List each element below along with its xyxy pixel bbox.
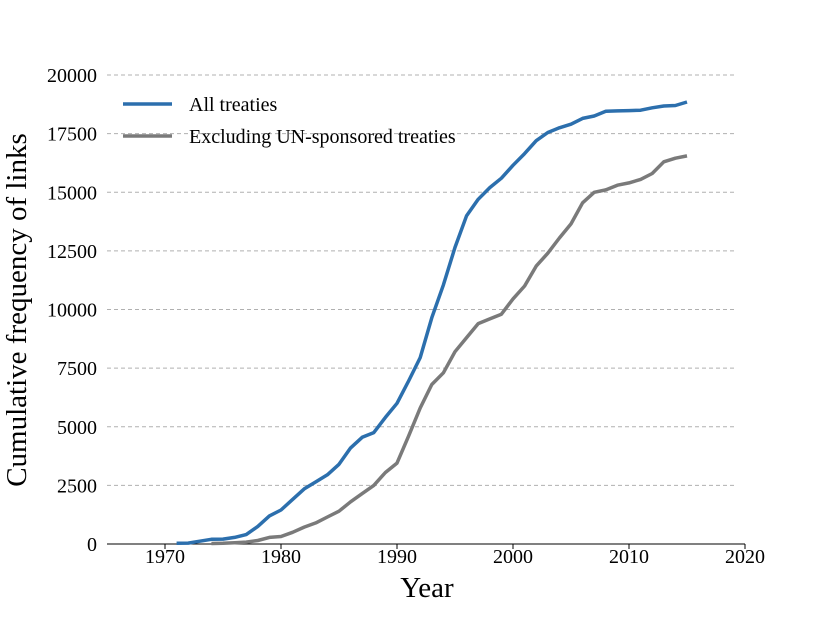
legend: All treaties Excluding UN-sponsored treat… xyxy=(123,94,456,148)
y-axis-title: Cumulative frequency of links xyxy=(1,133,33,487)
y-tick-labels: 0 2500 5000 7500 10000 12500 15000 17500 20000 xyxy=(47,65,97,556)
x-tick-labels: 1970 1980 1990 2000 2010 2020 xyxy=(145,544,765,568)
x-tick-label: 1990 xyxy=(377,546,417,568)
x-tick-label: 1970 xyxy=(145,546,185,568)
x-tick-label: 2010 xyxy=(609,546,649,568)
y-tick-label: 17500 xyxy=(47,124,97,146)
x-tick-label: 1980 xyxy=(261,546,301,568)
series-line-1 xyxy=(176,100,688,546)
y-tick-label: 10000 xyxy=(47,300,97,322)
x-tick-label: 2020 xyxy=(725,546,765,568)
legend-label-2: Excluding UN-sponsored treaties xyxy=(189,126,456,148)
data-series xyxy=(176,100,688,546)
x-tick-label: 2000 xyxy=(493,546,533,568)
y-tick-label: 15000 xyxy=(47,182,97,204)
y-tick-label: 20000 xyxy=(47,65,97,87)
legend-label-1: All treaties xyxy=(189,94,278,116)
y-tick-label: 7500 xyxy=(57,358,97,380)
series-line-2 xyxy=(211,154,688,546)
x-axis-title: Year xyxy=(400,572,454,604)
y-tick-label: 0 xyxy=(87,534,97,556)
y-tick-label: 2500 xyxy=(57,475,97,497)
y-tick-label: 12500 xyxy=(47,241,97,263)
y-tick-label: 5000 xyxy=(57,417,97,439)
